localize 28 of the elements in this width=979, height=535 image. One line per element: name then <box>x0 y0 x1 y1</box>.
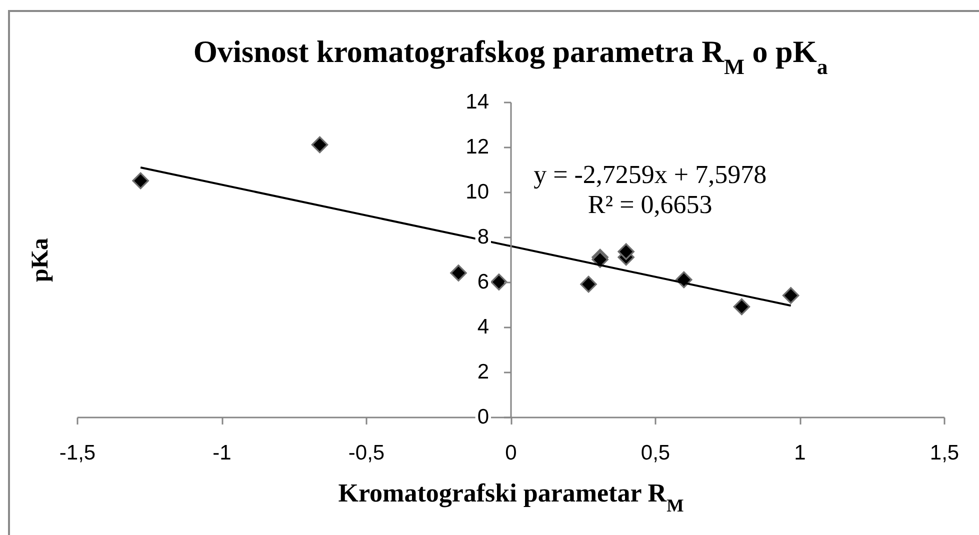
point <box>311 136 328 154</box>
y-tick-label: 14 <box>466 90 490 114</box>
annotation: y = -2,7259x + 7,5978 <box>534 160 767 189</box>
x-axis-title: Kromatografski parametar R$_{M}$ <box>338 478 684 516</box>
x-tick-label: 0 <box>505 442 517 464</box>
y-axis-title: pKa <box>28 238 54 282</box>
y-tick-label: 6 <box>477 270 489 294</box>
x-tick-label: 0,5 <box>640 442 670 464</box>
y-tick-label: 0 <box>477 406 489 428</box>
y-tick-label: 12 <box>466 136 489 158</box>
annotation: R² = 0,6653 <box>588 190 712 219</box>
x-tick-label: -1 <box>212 442 232 464</box>
point <box>450 264 467 282</box>
y-tick-label: 2 <box>477 360 489 384</box>
point <box>782 287 800 304</box>
point <box>618 243 634 260</box>
chart-title: Ovisnost kromatografskog parametra R$_{M}$ o pK$_{a}$ <box>193 34 828 79</box>
y-tick-label: 10 <box>466 180 489 204</box>
point <box>733 298 750 316</box>
y-tick-label: 4 <box>477 316 490 338</box>
point <box>580 276 597 293</box>
y-tick-label: 8 <box>477 226 489 248</box>
x-tick-label: -1,5 <box>59 442 96 464</box>
x-tick-label: 1,5 <box>930 442 960 464</box>
point <box>132 172 149 190</box>
point <box>490 274 508 290</box>
x-tick-label: 1 <box>794 442 806 464</box>
x-tick-label: -0,5 <box>348 442 385 464</box>
